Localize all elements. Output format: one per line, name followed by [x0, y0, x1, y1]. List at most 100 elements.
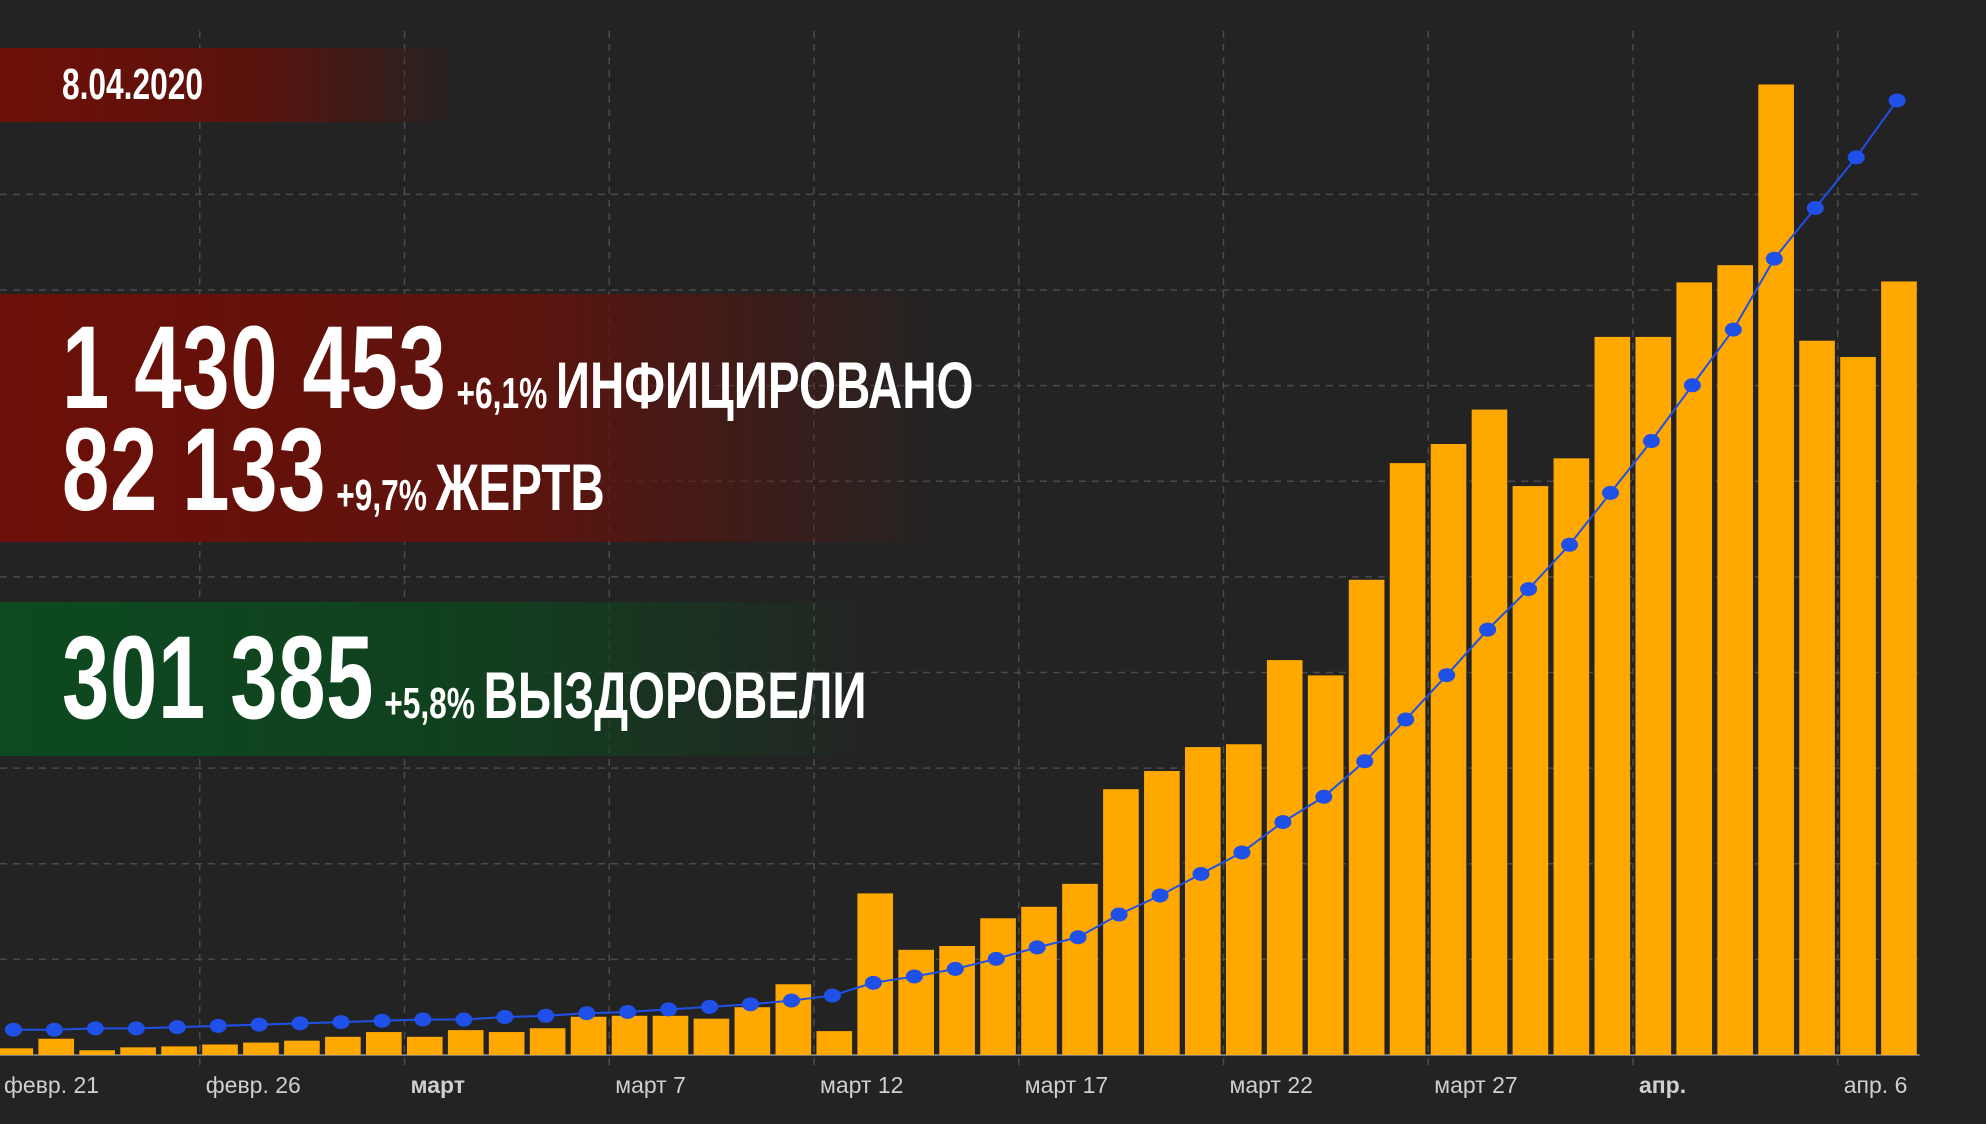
line-point: [1151, 888, 1169, 903]
line-point: [373, 1013, 391, 1028]
infected-deaths-banner: [0, 294, 940, 542]
line-point: [1683, 378, 1701, 393]
line-point: [1520, 582, 1538, 597]
line-point: [1069, 930, 1087, 945]
line-point: [823, 988, 841, 1003]
line-point: [946, 961, 964, 976]
bar: [1676, 282, 1713, 1056]
bar: [243, 1042, 279, 1055]
date: 8.04.2020: [62, 60, 203, 109]
line-point: [291, 1016, 309, 1031]
line-point: [1888, 93, 1906, 108]
line-point: [1192, 866, 1210, 881]
line-point: [1438, 668, 1456, 683]
bar: [529, 1028, 566, 1055]
bar: [1389, 463, 1426, 1055]
bar: [693, 1018, 730, 1055]
bar: [488, 1032, 525, 1055]
line-point: [332, 1015, 350, 1030]
bar: [1635, 336, 1672, 1055]
stat-change: +9,7%: [336, 471, 427, 520]
line-point: [1847, 150, 1865, 165]
line-point: [1315, 789, 1333, 804]
line-point: [127, 1021, 145, 1036]
bar: [38, 1038, 75, 1055]
line-point: [1356, 754, 1374, 769]
bar: [1062, 883, 1098, 1055]
line-point: [1724, 322, 1742, 337]
line-point: [4, 1022, 22, 1037]
bar: [202, 1044, 238, 1055]
stat-value: 82 133: [62, 404, 327, 536]
bar: [652, 1015, 689, 1055]
stat-label: ВЫЗДОРОВЕЛИ: [483, 658, 867, 732]
bar: [1512, 486, 1549, 1056]
line-point: [414, 1012, 432, 1027]
line-point: [619, 1004, 637, 1019]
line-point: [1110, 907, 1128, 922]
stat-label: ЖЕРТВ: [435, 450, 605, 524]
stat-row: 1 430 453 +6,1% ИНФИЦИРОВАНО: [62, 300, 974, 436]
line-point: [987, 951, 1005, 966]
line-point: [782, 993, 800, 1008]
bar: [1144, 771, 1180, 1055]
stat-change: +6,1%: [456, 369, 548, 418]
line-point: [1274, 815, 1292, 830]
bar: [570, 1016, 607, 1055]
x-tick-label: март 12: [820, 1072, 903, 1098]
line-point: [1806, 201, 1824, 216]
bar: [366, 1032, 402, 1055]
line-point: [168, 1020, 186, 1035]
bar: [857, 893, 894, 1055]
bar: [1799, 340, 1835, 1055]
x-tick-label: март 27: [1434, 1072, 1517, 1098]
bar: [1430, 443, 1467, 1056]
line-point: [496, 1010, 514, 1025]
bar: [1881, 281, 1917, 1055]
line-point: [45, 1022, 63, 1037]
bar: [79, 1050, 115, 1055]
line-point: [1028, 940, 1046, 955]
bar: [611, 1015, 648, 1055]
line-point: [701, 999, 719, 1014]
line-point: [455, 1012, 473, 1027]
bar: [980, 918, 1016, 1055]
line-point: [1765, 251, 1783, 266]
x-tick-label: апр. 6: [1844, 1072, 1908, 1098]
stat-value: 301 385: [62, 612, 375, 744]
x-tick-label: март: [411, 1072, 466, 1098]
bar: [1185, 747, 1221, 1055]
line-point: [742, 997, 760, 1012]
recovered-banner: [0, 602, 880, 756]
bar: [325, 1036, 361, 1055]
bar: [898, 949, 934, 1055]
x-tick-label: апр.: [1639, 1072, 1686, 1098]
bar: [406, 1036, 443, 1055]
bar: [1758, 84, 1794, 1055]
bar: [0, 1048, 34, 1055]
bar: [734, 1007, 771, 1055]
stat-row: 301 385 +5,8% ВЫЗДОРОВЕЛИ: [62, 610, 867, 746]
x-tick-label: март 7: [615, 1072, 686, 1098]
bar: [1471, 409, 1508, 1056]
line-point: [1479, 622, 1497, 637]
bar: [1225, 744, 1262, 1055]
line-point: [1561, 537, 1579, 552]
line-point: [864, 975, 882, 990]
line-point: [250, 1017, 268, 1032]
x-tick-label: март 22: [1230, 1072, 1313, 1098]
bar: [1103, 789, 1139, 1055]
line-point: [1642, 434, 1660, 449]
x-tick-label: февр. 21: [4, 1072, 99, 1098]
bar: [1348, 579, 1385, 1055]
line-point: [578, 1006, 596, 1021]
line-point: [1233, 845, 1251, 860]
line-point: [86, 1021, 104, 1036]
bar: [1021, 906, 1057, 1055]
stat-label: ИНФИЦИРОВАНО: [555, 348, 974, 422]
date-banner: [0, 48, 460, 122]
stat-change: +5,8%: [384, 679, 475, 728]
line-point: [1397, 712, 1415, 727]
